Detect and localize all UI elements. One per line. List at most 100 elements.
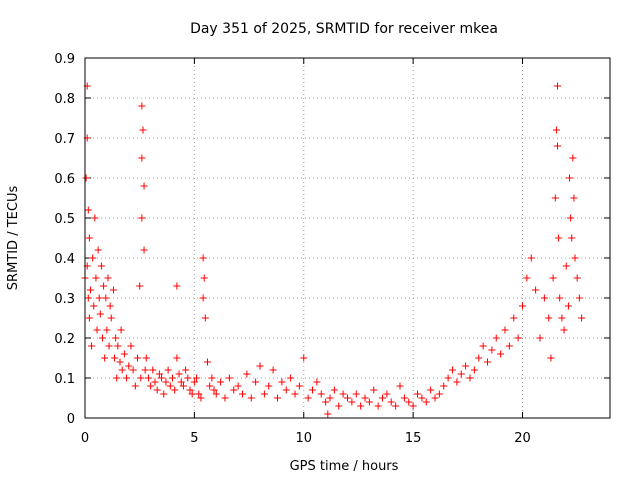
data-point: [422, 398, 430, 406]
data-point: [352, 390, 360, 398]
y-tick-label: 0: [67, 412, 75, 427]
data-point: [247, 394, 255, 402]
data-point: [326, 394, 334, 402]
data-point: [155, 370, 163, 378]
data-point: [117, 326, 125, 334]
data-point: [206, 382, 214, 390]
data-point: [208, 374, 216, 382]
y-axis-label: SRMTID / TECUs: [6, 186, 21, 291]
data-point: [361, 394, 369, 402]
data-point: [540, 294, 548, 302]
data-point: [102, 294, 110, 302]
data-point: [566, 174, 574, 182]
x-tick-label: 20: [514, 431, 531, 446]
y-tick-label: 0.9: [54, 52, 75, 67]
data-point: [85, 314, 93, 322]
data-point: [405, 398, 413, 406]
data-point: [111, 354, 119, 362]
data-point: [304, 394, 312, 402]
data-point: [97, 262, 105, 270]
data-points: [81, 82, 586, 418]
data-point: [184, 374, 192, 382]
data-point: [547, 354, 555, 362]
data-point: [112, 334, 120, 342]
data-point: [569, 154, 577, 162]
data-point: [188, 390, 196, 398]
data-point: [89, 254, 97, 262]
data-point: [575, 294, 583, 302]
data-point: [182, 366, 190, 374]
data-point: [158, 374, 166, 382]
data-point: [217, 378, 225, 386]
data-point: [269, 366, 277, 374]
data-point: [147, 382, 155, 390]
data-point: [567, 214, 575, 222]
data-point: [466, 374, 474, 382]
data-point: [221, 394, 229, 402]
data-point: [287, 374, 295, 382]
data-point: [96, 310, 104, 318]
data-point: [274, 394, 281, 402]
data-point: [239, 390, 246, 398]
data-point: [138, 102, 146, 110]
data-point: [162, 378, 170, 386]
data-point: [175, 370, 183, 378]
data-point: [137, 374, 145, 382]
data-point: [100, 282, 108, 290]
data-point: [243, 370, 251, 378]
data-point: [151, 378, 159, 386]
data-point: [193, 374, 201, 382]
data-point: [427, 386, 435, 394]
data-point: [195, 390, 203, 398]
data-point: [210, 386, 218, 394]
data-point: [479, 342, 487, 350]
data-point: [462, 362, 470, 370]
x-axis-label: GPS time / hours: [290, 459, 399, 474]
data-point: [564, 302, 572, 310]
data-point: [379, 394, 386, 402]
data-point: [484, 358, 491, 366]
data-point: [105, 342, 113, 350]
data-point: [418, 394, 426, 402]
data-point: [204, 358, 211, 366]
data-point: [114, 342, 122, 350]
data-point: [99, 334, 106, 342]
y-tick-label: 0.5: [54, 212, 75, 227]
data-point: [260, 390, 268, 398]
data-point: [199, 294, 207, 302]
y-tick-label: 0.3: [54, 292, 75, 307]
data-point: [177, 378, 185, 386]
data-point: [113, 374, 121, 382]
data-point: [225, 374, 233, 382]
data-point: [335, 402, 343, 410]
data-point: [339, 390, 347, 398]
data-point: [190, 378, 198, 386]
data-point: [330, 386, 338, 394]
data-point: [91, 214, 99, 222]
data-point: [149, 366, 157, 374]
data-point: [140, 246, 148, 254]
chart-title: Day 351 of 2025, SRMTID for receiver mke…: [190, 21, 498, 37]
data-point: [134, 354, 141, 362]
data-point: [562, 262, 570, 270]
data-point: [573, 274, 581, 282]
data-point: [309, 386, 316, 394]
data-point: [545, 314, 553, 322]
data-point: [201, 314, 209, 322]
data-point: [85, 234, 93, 242]
data-point: [142, 354, 150, 362]
data-point: [234, 382, 242, 390]
data-point: [475, 354, 483, 362]
data-point: [256, 362, 264, 370]
data-point: [435, 390, 443, 398]
data-point: [230, 386, 238, 394]
data-point: [136, 282, 144, 290]
data-point: [103, 326, 111, 334]
data-point: [392, 402, 400, 410]
data-point: [171, 386, 179, 394]
data-point: [101, 354, 109, 362]
data-point: [118, 366, 126, 374]
y-tick-label: 0.7: [54, 132, 75, 147]
data-point: [365, 398, 373, 406]
data-point: [140, 182, 148, 190]
